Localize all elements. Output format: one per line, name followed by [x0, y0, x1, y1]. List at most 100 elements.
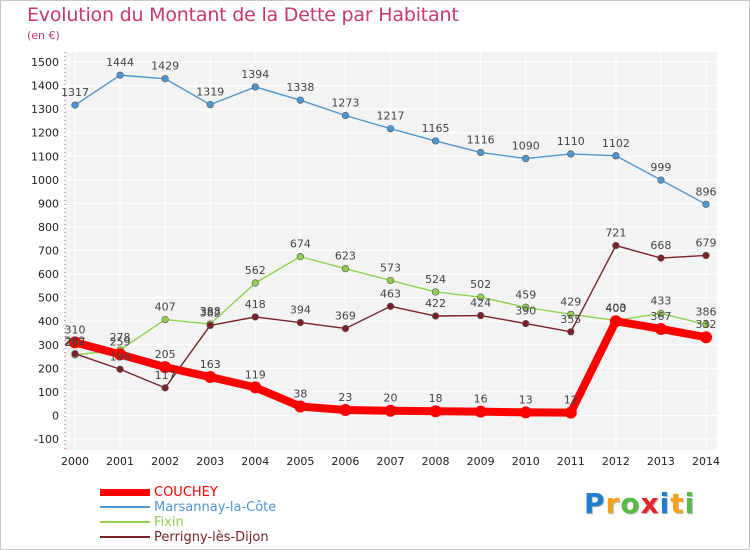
y-tick-label: 400: [38, 315, 59, 328]
data-label: 355: [560, 313, 581, 326]
data-point: [702, 320, 710, 329]
x-tick-label: 2010: [512, 455, 540, 468]
y-tick-label: 800: [38, 221, 59, 234]
legend-item: Perrigny-lès-Dijon: [100, 530, 360, 545]
data-point: [71, 101, 79, 109]
data-point: [114, 348, 127, 361]
y-tick-label: -100: [34, 433, 59, 446]
x-tick-label: 2001: [106, 455, 134, 468]
x-tick-label: 2007: [377, 455, 405, 468]
data-label: 573: [380, 261, 401, 274]
data-label: 418: [245, 298, 266, 311]
data-point: [431, 137, 440, 145]
logo-letter: t: [670, 487, 685, 520]
data-point: [384, 404, 397, 417]
data-point: [522, 303, 530, 311]
legend: COUCHEY Marsannay-la-Côte Fixin Perrigny-lè…: [100, 485, 360, 545]
data-label: 463: [380, 287, 401, 300]
legend-swatch: [100, 521, 150, 523]
data-label: 1165: [422, 122, 450, 135]
y-tick-label: 600: [38, 268, 59, 281]
y-tick-label: 1200: [31, 127, 59, 140]
data-point: [206, 321, 214, 330]
data-point: [251, 279, 259, 287]
x-tick-label: 2005: [286, 455, 314, 468]
data-point: [296, 96, 304, 104]
data-label: 117: [155, 369, 176, 382]
data-point: [294, 400, 307, 413]
y-tick-label: 500: [38, 292, 59, 305]
data-point: [339, 404, 352, 417]
data-point: [296, 253, 304, 261]
data-point: [474, 405, 487, 418]
data-label: 390: [515, 305, 536, 318]
data-label: 1338: [286, 81, 314, 94]
data-point: [161, 75, 169, 83]
data-label: 721: [605, 227, 626, 240]
legend-swatch: [100, 489, 150, 496]
legend-item: Marsannay-la-Côte: [100, 500, 360, 515]
data-label: 623: [335, 250, 356, 263]
data-label: 259: [110, 335, 131, 348]
x-tick-label: 2013: [647, 455, 675, 468]
y-tick-label: 300: [38, 339, 59, 352]
data-label: 163: [200, 358, 221, 371]
data-point: [431, 312, 440, 320]
data-point: [567, 328, 575, 336]
data-label: 1273: [331, 96, 359, 109]
legend-swatch: [100, 506, 150, 508]
data-point: [69, 336, 81, 349]
data-point: [431, 288, 440, 296]
data-point: [702, 251, 710, 260]
data-label: 422: [425, 297, 446, 310]
data-label: 1319: [196, 86, 224, 99]
data-point: [429, 405, 442, 418]
data-point: [206, 101, 214, 109]
proxiti-logo: Proxiti: [584, 487, 695, 520]
data-label: 1429: [151, 60, 179, 73]
data-label: 196: [110, 350, 131, 363]
data-label: 1116: [467, 133, 495, 146]
data-point: [654, 322, 667, 335]
data-point: [116, 365, 124, 373]
data-point: [251, 313, 259, 321]
data-label: 367: [650, 310, 671, 323]
data-point: [477, 148, 485, 157]
x-tick-label: 2009: [467, 455, 495, 468]
data-label: 999: [650, 161, 671, 174]
logo-letter: r: [605, 487, 621, 520]
data-label: 1217: [377, 110, 405, 123]
data-label: 388: [200, 305, 221, 318]
legend-item: Fixin: [100, 515, 360, 530]
y-tick-label: 1000: [31, 174, 59, 187]
data-point: [296, 319, 304, 327]
legend-label: COUCHEY: [154, 485, 218, 500]
x-tick-label: 2003: [196, 455, 224, 468]
data-point: [657, 176, 665, 184]
data-point: [702, 200, 710, 208]
data-label: 429: [560, 295, 581, 308]
data-point: [567, 310, 575, 318]
data-point: [386, 302, 395, 310]
data-point: [386, 125, 395, 133]
data-point: [477, 311, 485, 320]
data-label: 262: [65, 335, 86, 348]
y-tick-label: 1100: [31, 150, 59, 163]
data-point: [249, 381, 262, 394]
data-label: 394: [290, 304, 311, 317]
data-label: 332: [696, 318, 717, 331]
x-tick-label: 2004: [241, 455, 269, 468]
data-label: 1317: [61, 86, 89, 99]
data-label: 1444: [106, 56, 134, 69]
data-label: 1090: [512, 140, 540, 153]
data-label: 119: [245, 368, 266, 381]
data-point: [251, 83, 259, 91]
data-point: [567, 150, 575, 158]
x-tick-label: 2012: [602, 455, 630, 468]
data-label: 403: [605, 301, 626, 314]
legend-label: Fixin: [154, 515, 184, 530]
data-label: 400: [605, 302, 626, 315]
x-tick-label: 2014: [692, 455, 720, 468]
y-tick-label: 900: [38, 197, 59, 210]
